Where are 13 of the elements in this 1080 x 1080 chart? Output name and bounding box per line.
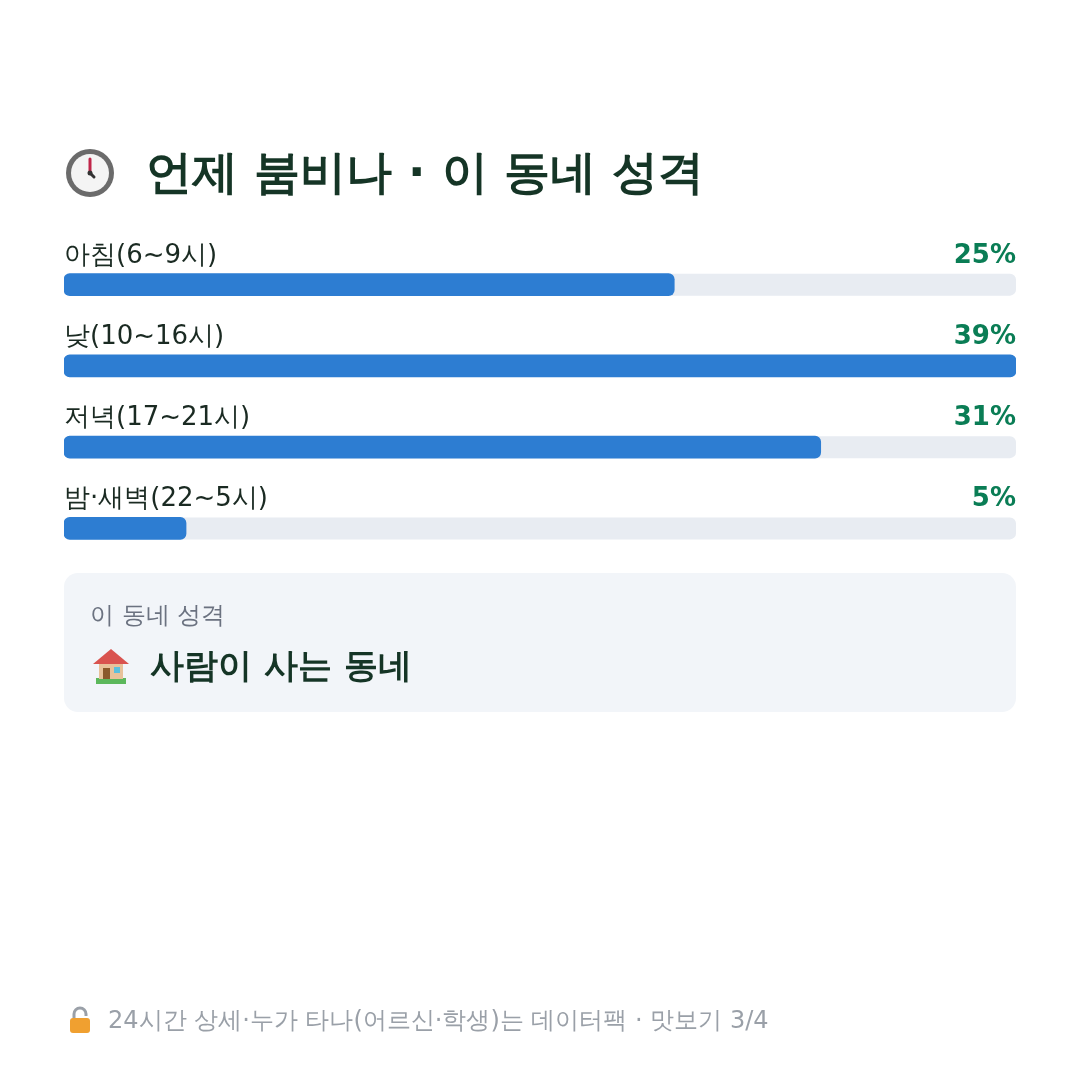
text: 24시간 상세·누가 타나(어르신·학생)는 데이터팩 · 맛보기 3/4	[108, 1005, 769, 1036]
data-label: 39%	[953, 319, 1016, 350]
bar	[64, 517, 187, 540]
y-tick-label: 아침(6~9시)	[64, 238, 218, 269]
data-label: 31%	[953, 401, 1016, 432]
data-label: 25%	[953, 238, 1016, 269]
chart-title: 언제 붐비나 · 이 동네 성격	[146, 144, 704, 201]
text: 사람이 사는 동네	[150, 644, 412, 687]
y-tick-label: 저녁(17~21시)	[64, 401, 251, 432]
y-tick-label: 밤·새벽(22~5시)	[64, 482, 268, 513]
y-tick-label: 낮(10~16시)	[64, 319, 225, 350]
data-label: 5%	[971, 482, 1016, 513]
text: 이 동네 성격	[90, 600, 226, 631]
